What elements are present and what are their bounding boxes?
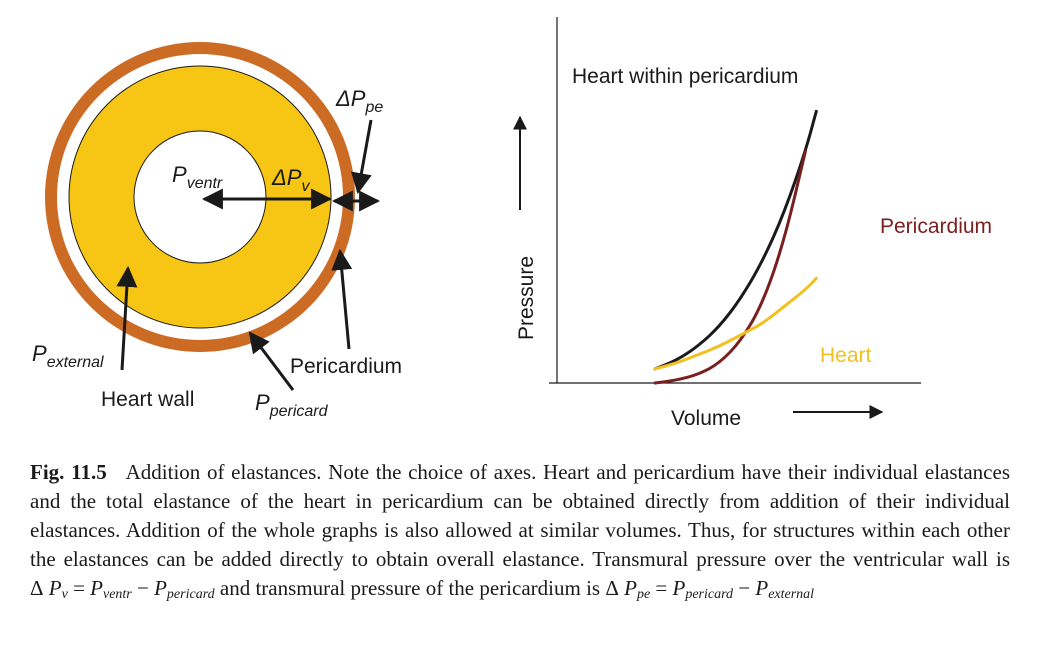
heart-wall-label: Heart wall — [101, 388, 194, 411]
heart-wall-pointer — [116, 265, 138, 371]
y-axis-label: Pressure — [515, 256, 538, 340]
x-axis-label: Volume — [671, 407, 741, 430]
elastance-chart: Heart within pericardium Pressure Volume… — [513, 17, 992, 430]
figure-number: Fig. 11.5 — [30, 460, 107, 484]
ventricle-cavity — [133, 130, 267, 264]
legend-pericardium: Pericardium — [880, 215, 992, 238]
delta-ppe-pointer — [351, 119, 373, 195]
figure: Pventr ΔPv ΔPpe Pexternal Heart wall Per… — [32, 17, 992, 430]
series-line-heart — [653, 276, 818, 371]
delta-ppe-label: ΔPpe — [335, 86, 383, 116]
heart-diagram: Pventr ΔPv ΔPpe Pexternal Heart wall Per… — [32, 42, 402, 420]
equation-ppe: Δ Ppe = Ppericard − Pexternal — [605, 576, 815, 602]
p-pericard-label: Ppericard — [255, 390, 329, 420]
chart-title: Heart within pericardium — [572, 65, 798, 88]
p-external-label: Pexternal — [32, 341, 104, 371]
pericardium-pointer — [331, 248, 353, 350]
series-line-heart-within-pericardium — [653, 109, 818, 371]
p-ventr-label: Pventr — [172, 162, 223, 192]
pericardium-label: Pericardium — [290, 355, 402, 378]
delta-pv-label: ΔPv — [271, 165, 310, 195]
equation-pv: Δ Pv = Pventr − Ppericard — [30, 576, 215, 602]
p-pericard-pointer — [248, 331, 295, 391]
legend-heart: Heart — [820, 344, 872, 367]
series-line-pericardium — [653, 149, 807, 385]
series-layer — [653, 109, 818, 385]
figure-caption: Fig. 11.5 Addition of elastances. Note t… — [30, 458, 1010, 603]
caption-middle-text: and transmural pressure of the pericardi… — [219, 576, 601, 600]
caption-text: Addition of elastances. Note the choice … — [30, 460, 1010, 571]
